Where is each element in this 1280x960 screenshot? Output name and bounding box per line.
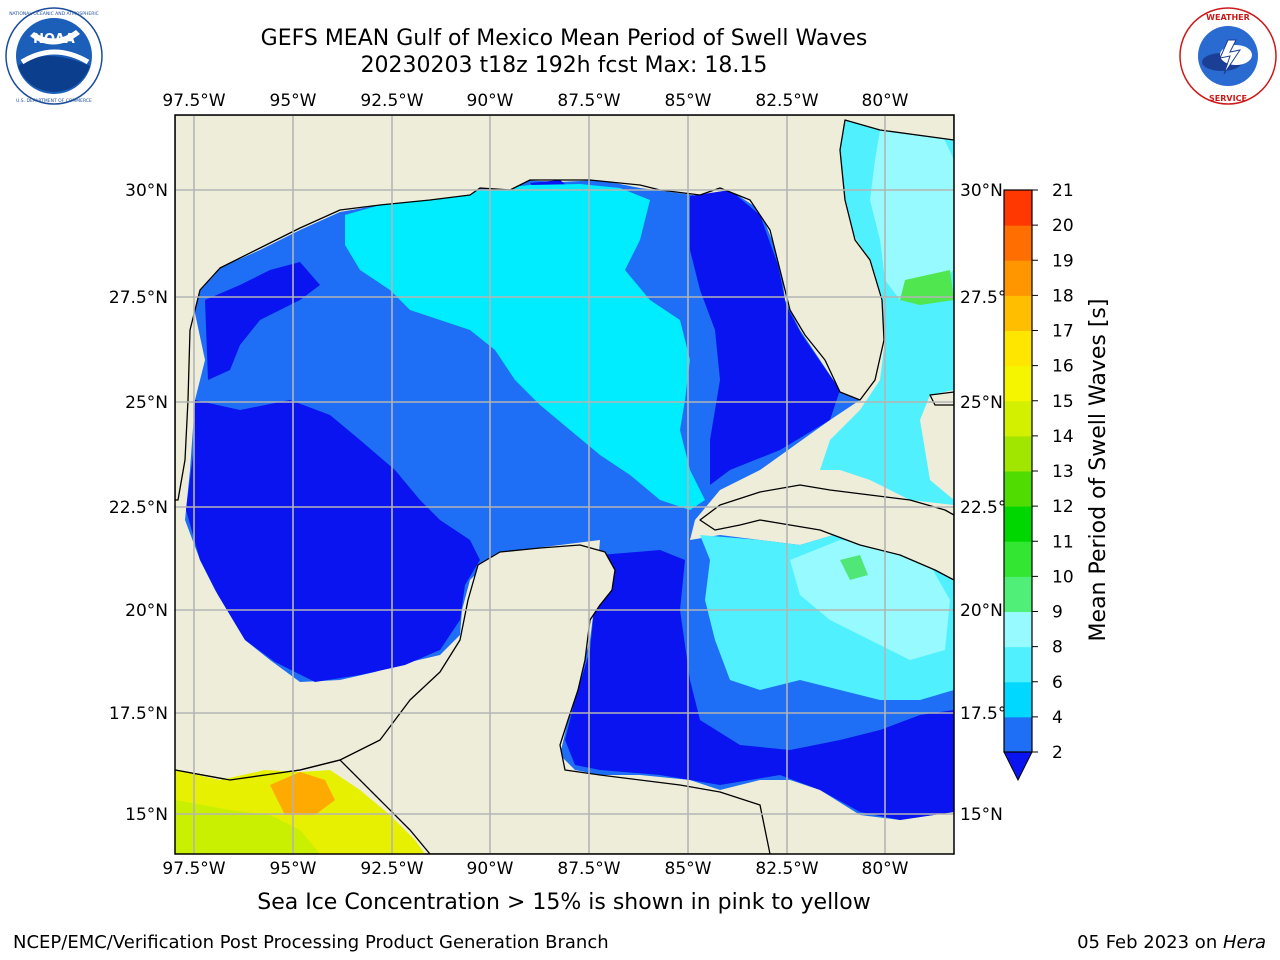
pacific-swell-field-orange: [270, 772, 335, 815]
colorbar-bin: [1004, 506, 1032, 542]
lat-label-left: 22.5°N: [109, 498, 168, 518]
colorbar-bin: [1004, 541, 1032, 577]
colorbar-bin: [1004, 295, 1032, 331]
colorbar-bin: [1004, 471, 1032, 507]
colorbar-bin: [1004, 681, 1032, 718]
colorbar-bin: [1004, 260, 1032, 296]
svg-text:U.S. DEPARTMENT OF COMMERCE: U.S. DEPARTMENT OF COMMERCE: [16, 98, 92, 104]
map-frame: [174, 114, 955, 855]
lat-label-left: 25°N: [125, 393, 168, 413]
svg-text:NATIONAL OCEANIC AND ATMOSPHER: NATIONAL OCEANIC AND ATMOSPHERIC: [9, 11, 99, 17]
lat-label-right: 30°N: [960, 181, 1003, 201]
lat-label-right: 20°N: [960, 601, 1003, 621]
lat-label-left: 15°N: [125, 805, 168, 825]
colorbar-bin: [1004, 225, 1032, 261]
lon-label-top: 85°W: [665, 91, 712, 111]
sea-ice-note: Sea Ice Concentration > 15% is shown in …: [257, 890, 871, 915]
svg-text:NOAA: NOAA: [33, 32, 75, 47]
lon-label-bottom: 87.5°W: [557, 859, 620, 879]
colorbar-tick-label: 14: [1052, 427, 1074, 447]
colorbar-tick-label: 17: [1052, 322, 1074, 342]
colorbar-tick-label: 10: [1052, 567, 1074, 587]
credit-text: NCEP/EMC/Verification Post Processing Pr…: [13, 932, 609, 953]
colorbar-tick-label: 2: [1052, 743, 1063, 763]
top-longitude-labels: 97.5°W 95°W 92.5°W 90°W 87.5°W 85°W 82.5°W 80°W: [162, 91, 908, 111]
lat-label-left: 20°N: [125, 601, 168, 621]
nws-logo: WEATHER SERVICE: [1179, 7, 1277, 105]
machine-name: Hera: [1222, 932, 1266, 953]
colorbar-bin: [1004, 435, 1032, 472]
lat-label-right: 15°N: [960, 805, 1003, 825]
date-stamp: 05 Feb 2023 on Hera: [1077, 932, 1266, 953]
lon-label-top: 95°W: [270, 91, 317, 111]
colorbar-tick-label: 15: [1052, 392, 1074, 412]
lat-label-left: 30°N: [125, 181, 168, 201]
chart-subtitle: 20230203 t18z 192h fcst Max: 18.15: [360, 53, 768, 78]
colorbar-tick-label: 6: [1052, 673, 1063, 693]
left-latitude-labels: 30°N 27.5°N 25°N 22.5°N 20°N 17.5°N 15°N: [109, 181, 168, 825]
lon-label-bottom: 95°W: [270, 859, 317, 879]
colorbar-tick-label: 8: [1052, 638, 1063, 658]
lon-label-bottom: 92.5°W: [360, 859, 423, 879]
lon-label-bottom: 90°W: [467, 859, 514, 879]
lon-label-top: 80°W: [862, 91, 909, 111]
graticule: [175, 115, 954, 854]
cyan-swell-tongue: [345, 184, 705, 510]
colorbar-tick-label: 4: [1052, 708, 1063, 728]
colorbar-tick-label: 21: [1052, 181, 1074, 201]
colorbar: 2 4 6 8 9 10 11 12 13 14 15 16 17 18 19 20 21: [1003, 181, 1074, 782]
colorbar-tick-label: 18: [1052, 286, 1074, 306]
colorbar-under-arrow: [1003, 751, 1033, 782]
colorbar-tick-label: 9: [1052, 603, 1063, 623]
map-area: [175, 115, 954, 854]
chart-title: GEFS MEAN Gulf of Mexico Mean Period of …: [260, 26, 868, 51]
lon-label-top: 97.5°W: [162, 91, 225, 111]
colorbar-tick-label: 19: [1052, 251, 1074, 271]
lon-label-top: 92.5°W: [360, 91, 423, 111]
colorbar-bin: [1004, 576, 1032, 612]
colorbar-tick-label: 11: [1052, 532, 1074, 552]
lon-label-bottom: 97.5°W: [162, 859, 225, 879]
lon-label-bottom: 85°W: [665, 859, 712, 879]
colorbar-tick-label: 12: [1052, 497, 1074, 517]
noaa-logo: NOAA NATIONAL OCEANIC AND ATMOSPHERIC U.…: [5, 7, 103, 105]
colorbar-bin: [1004, 716, 1032, 753]
colorbar-bin: [1004, 400, 1032, 437]
lat-label-right: 25°N: [960, 393, 1003, 413]
lon-label-top: 82.5°W: [755, 91, 818, 111]
colorbar-bin: [1004, 646, 1032, 683]
date-text: 05 Feb 2023 on: [1077, 932, 1223, 953]
central-america-pacific-coast: [175, 759, 431, 854]
atlantic-light-field: [870, 130, 954, 300]
caribbean-green-spot: [840, 555, 868, 580]
lon-label-bottom: 82.5°W: [755, 859, 818, 879]
colorbar-tick-label: 20: [1052, 216, 1074, 236]
colorbar-tick-label: 16: [1052, 357, 1074, 377]
colorbar-bin: [1004, 365, 1032, 402]
colorbar-bin: [1004, 330, 1032, 367]
lat-label-left: 27.5°N: [109, 288, 168, 308]
colorbar-bin: [1004, 190, 1032, 226]
lon-label-top: 87.5°W: [557, 91, 620, 111]
lon-label-bottom: 80°W: [862, 859, 909, 879]
lat-label-left: 17.5°N: [109, 704, 168, 724]
caribbean-light-field: [790, 540, 950, 660]
lon-label-top: 90°W: [467, 91, 514, 111]
svg-text:SERVICE: SERVICE: [1209, 94, 1247, 103]
svg-text:WEATHER: WEATHER: [1206, 13, 1250, 22]
colorbar-label: Mean Period of Swell Waves [s]: [1086, 299, 1111, 642]
bottom-longitude-labels: 97.5°W 95°W 92.5°W 90°W 87.5°W 85°W 82.5°W 80°W: [162, 859, 908, 879]
colorbar-tick-label: 13: [1052, 462, 1074, 482]
colorbar-bin: [1004, 611, 1032, 648]
